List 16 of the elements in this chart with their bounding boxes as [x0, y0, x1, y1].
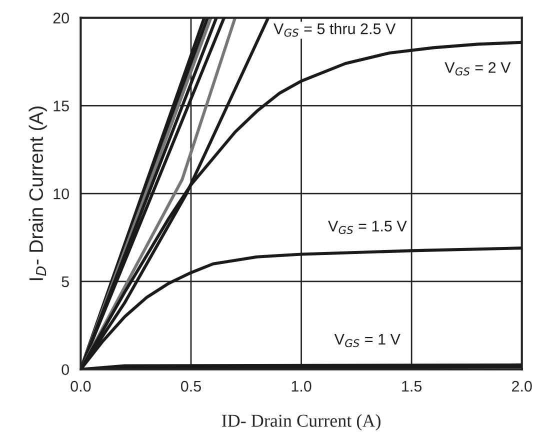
x-tick-label: 1.0 [292, 380, 312, 392]
x-tick-label: 2.0 [512, 380, 532, 392]
series-label: V$_{GS}$ = 2 V [444, 62, 511, 76]
series-label: V$_{GS}$ = 5 thru 2.5 V [274, 22, 396, 37]
y-tick-label: 20 [53, 12, 69, 24]
x-tick-label: 0.5 [180, 380, 201, 392]
y-tick-label: 0 [62, 364, 69, 376]
x-axis-title: ID- Drain Current (A) [222, 414, 380, 431]
x-tick-label: 0.0 [70, 380, 91, 392]
y-axis-title: I$_{D}$- Drain Current (A) [28, 106, 47, 280]
y-tick-label: 5 [62, 276, 69, 288]
series-label: V$_{GS}$ = 1 V [334, 334, 400, 348]
y-tick-label: 15 [54, 100, 69, 112]
x-tick-label: 1.5 [402, 381, 422, 392]
series-label: V$_{GS}$ = 1.5 V [328, 220, 407, 234]
y-tick-label: 10 [54, 188, 69, 200]
